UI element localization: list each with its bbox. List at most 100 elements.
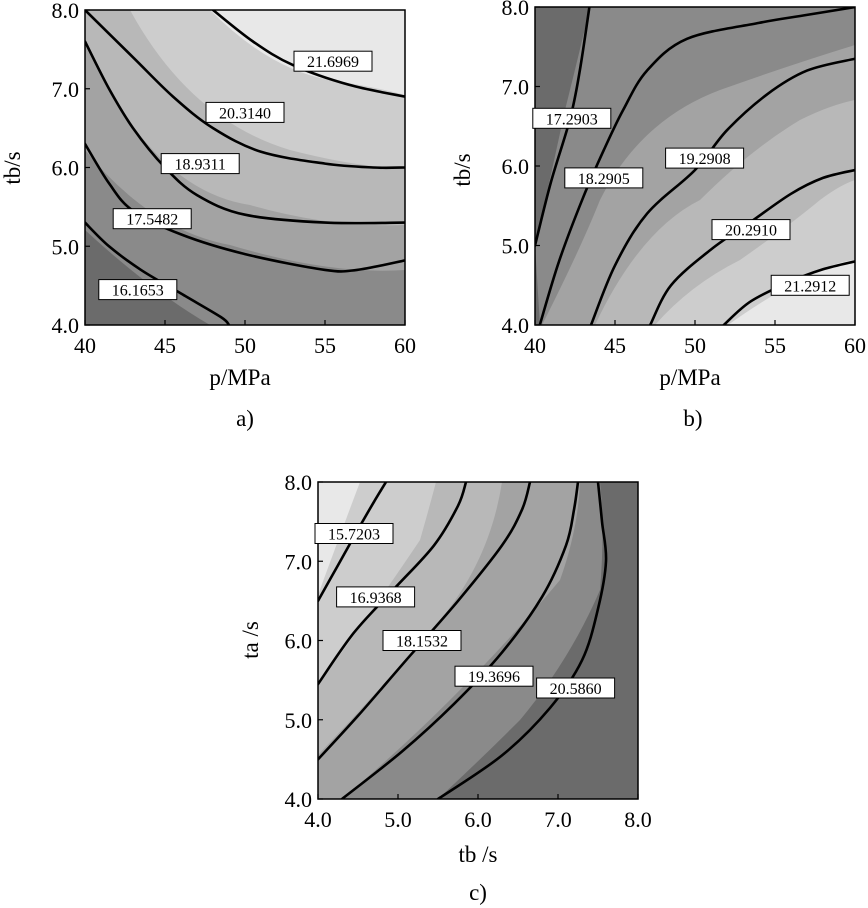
contour-label-text: 18.1532 bbox=[396, 634, 448, 651]
x-tick-label: 40 bbox=[524, 333, 546, 358]
x-tick-label: 7.0 bbox=[544, 807, 572, 832]
contour-label-c-4: 19.3696 bbox=[454, 665, 534, 687]
contour-label-text: 18.2905 bbox=[578, 171, 630, 188]
contour-label-box bbox=[454, 665, 534, 687]
y-tick-label: 5.0 bbox=[285, 708, 313, 733]
caption-b: b) bbox=[683, 406, 702, 431]
contour-labels-a: 16.1653 17.5482 18.9311 20.3140 21.6969 bbox=[98, 50, 373, 301]
contour-label-a-3: 18.9311 bbox=[160, 153, 240, 175]
contour-label-box bbox=[665, 147, 745, 169]
y-tick-label: 7.0 bbox=[502, 75, 530, 100]
contour-lines-a bbox=[85, 10, 405, 325]
panel-a: 16.1653 17.5482 18.9311 20.3140 21.6969 40 45… bbox=[0, 0, 416, 431]
contour-label-b-2: 18.2905 bbox=[564, 167, 644, 189]
contour-label-text: 19.3696 bbox=[468, 669, 520, 686]
x-tick-label: 55 bbox=[764, 333, 786, 358]
y-axis-label-a: tb/s bbox=[0, 151, 25, 184]
contour-label-box bbox=[532, 107, 612, 129]
contour-label-a-1: 16.1653 bbox=[98, 279, 178, 301]
contour-label-box bbox=[711, 219, 791, 241]
contour-line-a-3 bbox=[85, 40, 405, 225]
x-axis-label-b: p/MPa bbox=[659, 365, 720, 390]
x-tick-label: 40 bbox=[74, 333, 96, 358]
contour-line-a-4 bbox=[85, 10, 405, 170]
contour-label-text: 16.9368 bbox=[350, 590, 402, 607]
y-tick-label: 6.0 bbox=[52, 156, 80, 181]
contour-label-box bbox=[770, 274, 850, 296]
contour-label-text: 20.3140 bbox=[219, 105, 271, 122]
x-tick-label: 45 bbox=[604, 333, 626, 358]
contour-fill-c bbox=[318, 482, 638, 799]
contour-line-c-3 bbox=[318, 482, 532, 761]
x-tick-label: 50 bbox=[234, 333, 256, 358]
contour-label-box bbox=[160, 153, 240, 175]
contour-label-text: 21.2912 bbox=[784, 278, 836, 295]
x-tick-label: 5.0 bbox=[384, 807, 412, 832]
contour-line-c-4 bbox=[340, 482, 580, 799]
y-tick-label: 5.0 bbox=[502, 234, 530, 259]
contour-label-box bbox=[314, 523, 394, 544]
x-tick-label: 55 bbox=[314, 333, 336, 358]
y-tick-label: 7.0 bbox=[52, 77, 80, 102]
contour-label-c-5: 20.5860 bbox=[536, 677, 616, 699]
x-axis-label-c: tb /s bbox=[459, 842, 498, 867]
contour-label-text: 18.9311 bbox=[174, 157, 225, 174]
y-tick-label: 4.0 bbox=[285, 787, 313, 812]
y-tick-label: 5.0 bbox=[52, 234, 80, 259]
contour-label-a-4: 20.3140 bbox=[205, 101, 285, 123]
contour-label-box bbox=[293, 50, 373, 72]
y-axis-label-text-b: tb/s bbox=[450, 153, 475, 186]
contour-label-text: 19.2908 bbox=[679, 151, 731, 168]
y-tick-label: 8.0 bbox=[502, 0, 530, 20]
y-tick-label: 4.0 bbox=[52, 313, 80, 338]
contour-label-a-2: 17.5482 bbox=[112, 208, 192, 230]
contour-label-b-5: 21.2912 bbox=[770, 274, 850, 296]
contour-label-box bbox=[112, 208, 192, 230]
caption-a: a) bbox=[236, 406, 254, 431]
contour-label-box bbox=[98, 279, 178, 301]
contour-labels-b: 17.2903 18.2905 19.2908 20.2910 21.2912 bbox=[532, 107, 850, 296]
contour-label-box bbox=[205, 101, 285, 123]
contour-label-text: 20.5860 bbox=[550, 681, 602, 698]
contour-label-box bbox=[536, 677, 616, 699]
x-tick-label: 45 bbox=[154, 333, 176, 358]
contour-line-a-2 bbox=[85, 142, 405, 273]
contour-label-box bbox=[382, 630, 462, 651]
contour-label-b-4: 20.2910 bbox=[711, 219, 791, 241]
contour-label-text: 16.1653 bbox=[112, 283, 164, 300]
y-tick-label: 6.0 bbox=[285, 629, 313, 654]
contour-line-c-5 bbox=[436, 482, 608, 799]
y-tick-label: 8.0 bbox=[52, 0, 80, 23]
y-tick-label: 7.0 bbox=[285, 549, 313, 574]
axis-ticks-a: 40 45 50 55 60 4.0 5.0 6.0 7.0 8.0 bbox=[52, 0, 417, 358]
y-axis-label-c: ta /s bbox=[238, 621, 263, 659]
x-tick-label: 60 bbox=[394, 333, 416, 358]
panel-c: 15.7203 16.9368 18.1532 19.3696 20.5860 4.0 5… bbox=[238, 470, 652, 905]
contour-label-text: 15.7203 bbox=[328, 527, 380, 544]
y-tick-label: 6.0 bbox=[502, 154, 530, 179]
x-tick-label: 60 bbox=[844, 333, 866, 358]
contour-line-a-5 bbox=[211, 10, 405, 98]
contour-line-b-2 bbox=[538, 7, 855, 325]
y-axis-label-text-a: tb/s bbox=[0, 151, 25, 184]
contour-label-c-2: 16.9368 bbox=[336, 586, 416, 608]
contour-label-c-1: 15.7203 bbox=[314, 523, 394, 544]
contour-lines-c bbox=[318, 482, 608, 799]
x-tick-label: 50 bbox=[684, 333, 706, 358]
contour-label-a-5: 21.6969 bbox=[293, 50, 373, 72]
contour-label-text: 21.6969 bbox=[307, 54, 359, 71]
contour-label-b-1: 17.2903 bbox=[532, 107, 612, 129]
x-axis-label-a: p/MPa bbox=[209, 365, 270, 390]
contour-label-text: 17.2903 bbox=[546, 111, 598, 128]
contour-label-box bbox=[336, 586, 416, 608]
axis-ticks-c: 4.0 5.0 6.0 7.0 8.0 4.0 5.0 6.0 7.0 8.0 bbox=[285, 470, 652, 832]
caption-c: c) bbox=[469, 880, 487, 905]
contour-label-c-3: 18.1532 bbox=[382, 630, 462, 651]
y-tick-label: 8.0 bbox=[285, 470, 313, 495]
axis-ticks-b: 40 45 50 55 60 4.0 5.0 6.0 7.0 8.0 bbox=[502, 0, 867, 358]
panel-b: 17.2903 18.2905 19.2908 20.2910 21.2912 40 45… bbox=[450, 0, 866, 431]
x-tick-label: 6.0 bbox=[464, 807, 492, 832]
y-tick-label: 4.0 bbox=[502, 313, 530, 338]
contour-labels-c: 15.7203 16.9368 18.1532 19.3696 20.5860 bbox=[314, 523, 616, 699]
